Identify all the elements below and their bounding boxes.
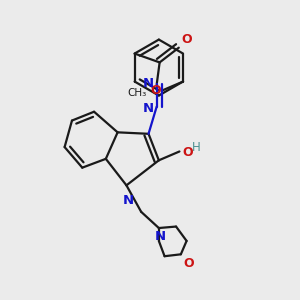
Text: O: O xyxy=(181,33,192,46)
Text: N: N xyxy=(155,230,166,242)
Text: O: O xyxy=(182,146,193,159)
Text: O: O xyxy=(150,84,161,97)
Text: N: N xyxy=(143,76,154,89)
Text: N: N xyxy=(143,101,154,115)
Text: O: O xyxy=(183,257,194,270)
Text: N: N xyxy=(122,194,134,207)
Text: CH₃: CH₃ xyxy=(127,88,146,98)
Text: H: H xyxy=(192,141,201,154)
